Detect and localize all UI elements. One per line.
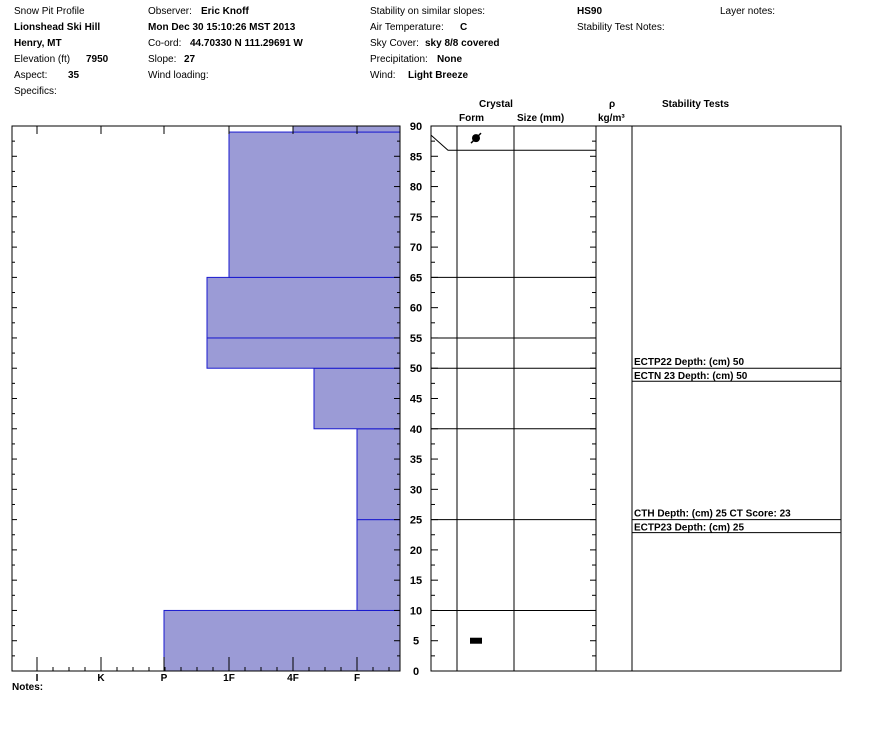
observer-label: Observer: — [148, 6, 192, 17]
crystal-symbols — [470, 132, 482, 644]
precipitation-value: None — [437, 54, 462, 65]
sky-cover-value: sky 8/8 covered — [425, 38, 500, 49]
y-tick-label: 45 — [410, 394, 422, 406]
wind-value: Light Breeze — [408, 70, 469, 81]
stability-test-notes-label: Stability Test Notes: — [577, 22, 665, 33]
coord-label: Co-ord: — [148, 38, 182, 49]
layers-frame — [430, 125, 842, 672]
location-name: Lionshead Ski Hill — [14, 22, 101, 33]
x-tick-label: P — [161, 673, 168, 684]
y-tick-label: 5 — [413, 636, 419, 648]
air-temp-value: C — [460, 22, 468, 33]
hardness-bar — [163, 609, 401, 672]
chart-frames — [11, 125, 842, 672]
stability-test-label: CTH Depth: (cm) 25 CT Score: 23 — [634, 509, 791, 520]
y-tick-label: 20 — [410, 545, 422, 557]
hardness-bar — [292, 125, 401, 133]
x-tick-label: 1F — [223, 673, 235, 684]
hardness-profile — [163, 125, 401, 672]
slope-label: Slope: — [148, 54, 177, 65]
wind-loading-label: Wind loading: — [148, 70, 209, 81]
stability-test-label: ECTP23 Depth: (cm) 25 — [634, 523, 744, 534]
y-tick-label: 10 — [410, 605, 422, 617]
hs-value: HS90 — [577, 6, 603, 17]
wind-label: Wind: — [370, 70, 396, 81]
stability-tests-header: Stability Tests — [662, 99, 730, 110]
y-tick-label: 30 — [410, 484, 422, 496]
hardness-bar — [313, 367, 401, 430]
density-symbol-header: ρ — [609, 99, 616, 110]
elevation-value: 7950 — [86, 54, 109, 65]
notes-label: Notes: — [12, 682, 44, 693]
hardness-bar — [356, 428, 401, 521]
y-tick-label: 75 — [410, 212, 422, 224]
y-tick-label: 15 — [410, 575, 422, 587]
layer-notes-label: Layer notes: — [720, 6, 776, 17]
precipitation-label: Precipitation: — [370, 54, 428, 65]
observation-datetime: Mon Dec 30 15:10:26 MST 2013 — [148, 22, 296, 33]
melt-freeze-crust-icon — [470, 637, 482, 644]
stability-similar-label: Stability on similar slopes: — [370, 6, 486, 17]
coord-value: 44.70330 N 111.29691 W — [190, 38, 303, 49]
form-header: Form — [459, 113, 484, 124]
hardness-bar — [228, 131, 401, 278]
y-tick-label: 50 — [410, 363, 422, 375]
slope-value: 27 — [184, 54, 196, 65]
y-tick-label: 85 — [410, 151, 422, 163]
hardness-bar — [206, 337, 401, 369]
elevation-label: Elevation (ft) — [14, 54, 71, 65]
x-tick-label: F — [354, 673, 360, 684]
crystal-header: Crystal — [479, 99, 513, 110]
y-tick-label: 0 — [413, 666, 419, 678]
x-tick-label: I — [36, 673, 39, 684]
y-tick-label: 40 — [410, 424, 422, 436]
x-tick-label: 4F — [287, 673, 299, 684]
specifics-label: Specifics: — [14, 86, 57, 97]
graupel-icon-slash — [470, 132, 482, 144]
aspect-label: Aspect: — [14, 70, 48, 81]
stability-test-label: ECTP22 Depth: (cm) 50 — [634, 357, 744, 368]
region-name: Henry, MT — [14, 38, 62, 49]
sky-cover-label: Sky Cover: — [370, 38, 419, 49]
layer-lines — [430, 134, 596, 611]
size-header: Size (mm) — [517, 113, 565, 124]
density-unit-header: kg/m³ — [598, 113, 625, 124]
aspect-value: 35 — [68, 70, 80, 81]
depth-axis: 0 5 10 15 20 25 30 35 40 45 50 55 60 65 70 75 80 85 90 — [12, 121, 596, 678]
y-tick-label: 25 — [410, 515, 422, 527]
air-temp-label: Air Temperature: — [370, 22, 444, 33]
y-tick-label: 55 — [410, 333, 422, 345]
x-tick-label: K — [97, 673, 105, 684]
observer-value: Eric Knoff — [201, 6, 249, 17]
layer-boundary — [430, 134, 596, 151]
stability-test-label: ECTN 23 Depth: (cm) 50 — [634, 371, 748, 382]
profile-title: Snow Pit Profile — [14, 6, 85, 17]
y-tick-label: 60 — [410, 303, 422, 315]
y-tick-label: 65 — [410, 272, 422, 284]
y-tick-label: 90 — [410, 121, 422, 133]
y-tick-label: 35 — [410, 454, 422, 466]
y-tick-label: 80 — [410, 182, 422, 194]
stability-test-lines: CTH Depth: (cm) 25 CT Score: 23 ECTP23 De… — [632, 357, 841, 534]
y-tick-label: 70 — [410, 242, 422, 254]
hardness-axis: I K P 1F 4F F — [36, 126, 390, 684]
hardness-bar — [206, 276, 401, 339]
hardness-bar — [356, 519, 401, 611]
